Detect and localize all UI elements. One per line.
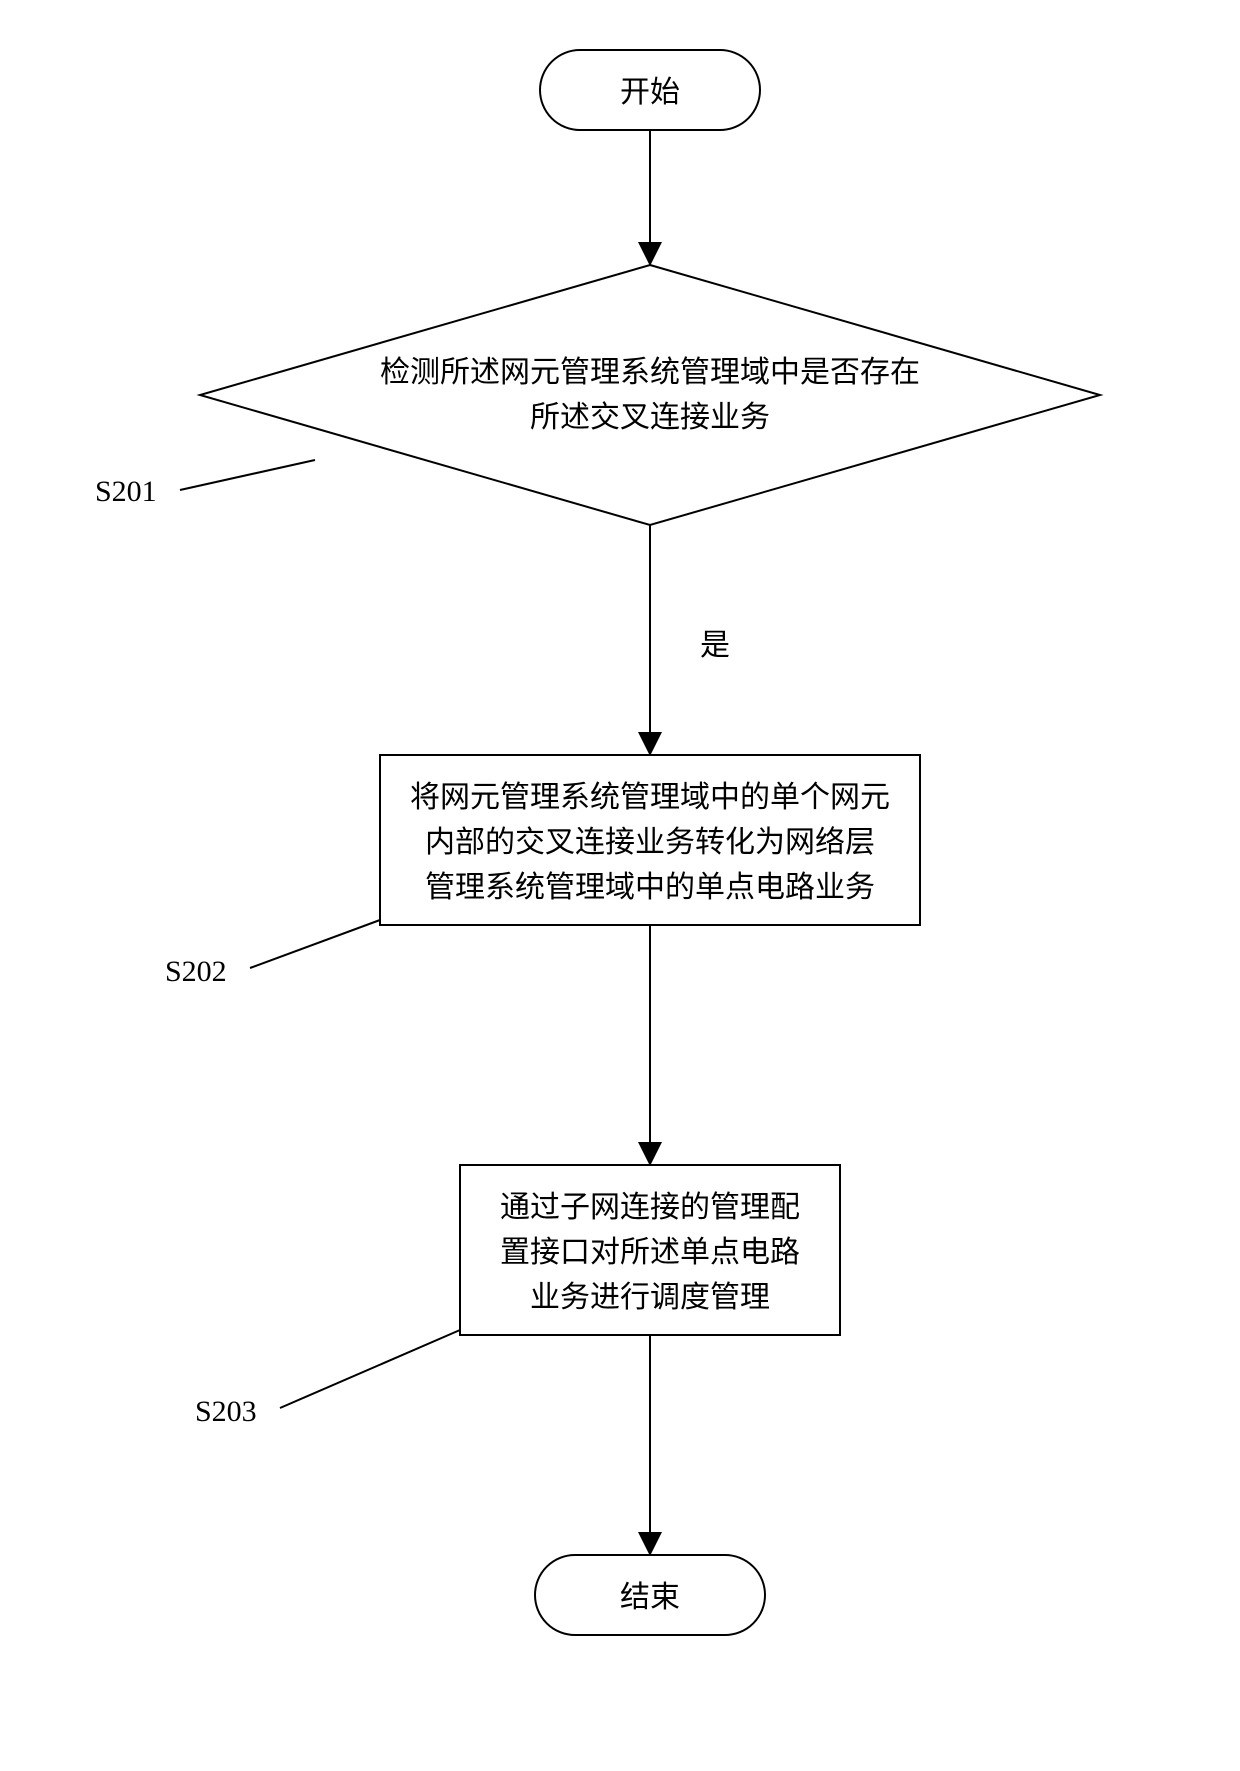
step-label-s202: S202 [165, 955, 227, 989]
s202-label-line [250, 920, 380, 968]
start-label: 开始 [540, 70, 760, 115]
s201-label-line [180, 460, 315, 490]
s203-label-line [280, 1330, 460, 1408]
s202-label: 将网元管理系统管理域中的单个网元 内部的交叉连接业务转化为网络层 管理系统管理域… [380, 775, 920, 910]
step-label-s203: S203 [195, 1395, 257, 1429]
end-label: 结束 [535, 1575, 765, 1620]
s201-label: 检测所述网元管理系统管理域中是否存在 所述交叉连接业务 [340, 350, 960, 440]
step-label-s201: S201 [95, 475, 157, 509]
edge-yes-label: 是 [700, 620, 730, 664]
s203-label: 通过子网连接的管理配 置接口对所述单点电路 业务进行调度管理 [460, 1185, 840, 1320]
flowchart-container: 开始 检测所述网元管理系统管理域中是否存在 所述交叉连接业务 将网元管理系统管理… [0, 0, 1240, 1771]
